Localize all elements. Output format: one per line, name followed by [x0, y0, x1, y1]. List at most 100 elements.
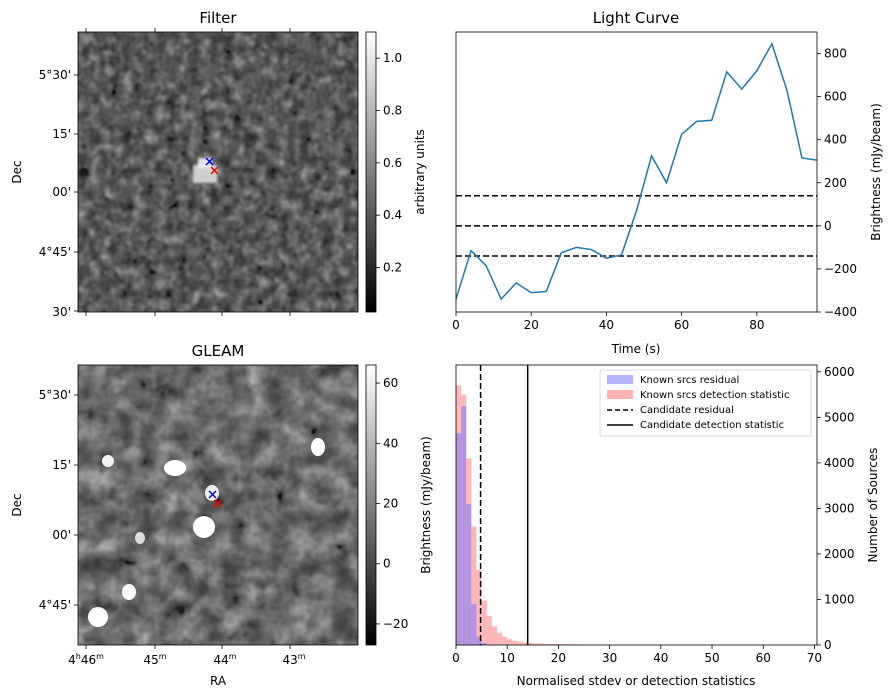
gleam-source [311, 438, 325, 456]
histogram-frame [455, 364, 818, 646]
histogram-bar-residual [456, 433, 462, 645]
legend-swatch-detection [607, 390, 633, 399]
histogram-xlabel: Normalised stdev or detection statistics [517, 674, 756, 688]
gleam-source [102, 455, 114, 467]
gleam-title: GLEAM [192, 342, 245, 360]
filter-image [78, 32, 358, 312]
gleam-xtick-label: 4h46m [68, 652, 104, 667]
filter-colorbar-label: arbitrary units [413, 129, 427, 215]
histogram-ytick-label: 2000 [824, 547, 855, 561]
histogram-bar-residual [461, 405, 467, 645]
lightcurve-title: Light Curve [593, 9, 679, 27]
filter-panel: Filter 5°30 [10, 9, 427, 319]
histogram-ytick-label: 0 [824, 638, 832, 652]
lightcurve-series [455, 41, 818, 301]
histogram-candidate-lines [479, 365, 529, 645]
gleam-source [88, 607, 108, 627]
histogram-bar-residual [476, 636, 482, 645]
gleam-ytick-label: 4°45' [39, 598, 71, 612]
histogram-bar-residual [471, 604, 477, 645]
filter-blue-marker [205, 157, 214, 166]
histogram-bar-detection [558, 644, 564, 645]
filter-ytick-label: 4°45' [39, 245, 71, 259]
histogram-bar-detection [476, 569, 482, 645]
gleam-xlabel: RA [210, 674, 227, 688]
gleam-colorbar-label: Brightness (mJy/beam) [419, 436, 433, 574]
lightcurve-xtick-label: 40 [599, 318, 614, 332]
legend-box [599, 369, 812, 437]
lightcurve-xtick-label: 0 [452, 318, 460, 332]
gleam-xtick-label: 45m [143, 652, 166, 667]
lightcurve-ytick-label: 400 [824, 133, 847, 147]
histogram-bar-detection [543, 643, 549, 645]
histogram-bar-detection [522, 642, 528, 645]
histogram-bar-detection [548, 643, 554, 645]
lightcurve-xlabel: Time (s) [611, 342, 661, 356]
gleam-colorbar-tick-label: 20 [383, 496, 398, 510]
filter-colorbar-tick-label: 0.4 [383, 208, 402, 222]
gleam-xtick-label: 44m [213, 652, 236, 667]
gleam-source [164, 460, 186, 476]
lightcurve-ytick-label: 200 [824, 176, 847, 190]
histogram-xticks: 0 10 20 30 40 50 60 70 [452, 645, 822, 665]
gleam-colorbar-tick-label: 40 [383, 436, 398, 450]
lightcurve-yticks: −400 −200 0 200 400 600 800 [817, 47, 857, 319]
gleam-frame [77, 364, 359, 646]
histogram-xtick-label: 60 [756, 651, 771, 665]
filter-colorbar-tick-label: 0.8 [383, 104, 402, 118]
lightcurve-ytick-label: 600 [824, 90, 847, 104]
gleam-colorbar [365, 364, 377, 646]
filter-ylabel: Dec [10, 160, 24, 183]
histogram-panel: 0 10 20 30 40 50 60 70 0 1000 2000 3000 4000 5000 600… [452, 364, 880, 688]
gleam-source [122, 584, 136, 600]
filter-frame [77, 31, 359, 313]
gleam-ticks [74, 394, 291, 649]
histogram-xtick-label: 50 [704, 651, 719, 665]
gleam-red-marker [213, 499, 222, 508]
histogram-xtick-label: 30 [602, 651, 617, 665]
histogram-xtick-label: 10 [500, 651, 515, 665]
gleam-colorbar-ticks: −20 0 20 40 60 [376, 376, 408, 631]
histogram-bar-residual [466, 503, 472, 645]
histogram-xtick-label: 40 [653, 651, 668, 665]
lightcurve-ytick-label: −400 [824, 305, 857, 319]
histogram-legend: Known srcs residual Known srcs detection… [599, 369, 812, 437]
gleam-colorbar-tick-label: −20 [383, 617, 408, 631]
histogram-bars [456, 385, 815, 645]
gleam-ytick-label: 15' [52, 458, 71, 472]
legend-label: Candidate detection statistic [640, 420, 784, 431]
histogram-bar-detection [481, 600, 487, 645]
lightcurve-ytick-label: −200 [824, 262, 857, 276]
lightcurve-xticks: 0 20 40 60 80 [452, 312, 764, 332]
legend-swatch-residual [607, 375, 633, 384]
filter-title: Filter [199, 9, 237, 27]
filter-yticks [74, 28, 291, 316]
filter-ytick-label: 5°30' [39, 68, 71, 82]
lightcurve-threshold-lines [456, 194, 817, 257]
gleam-ytick-label: 00' [52, 528, 71, 542]
legend-label: Known srcs detection statistic [640, 390, 789, 401]
filter-ytick-label: 15' [52, 127, 71, 141]
histogram-bar-residual [481, 642, 487, 645]
histogram-bar-detection [517, 641, 523, 645]
gleam-source [193, 516, 215, 538]
gleam-xtick-label: 43m [282, 652, 305, 667]
lightcurve-frame [455, 31, 818, 313]
histogram-bar-detection [496, 632, 503, 645]
histogram-ytick-label: 4000 [824, 456, 855, 470]
lightcurve-xtick-label: 80 [749, 318, 764, 332]
filter-ytick-label: 00' [52, 185, 71, 199]
lightcurve-xtick-label: 60 [674, 318, 689, 332]
histogram-xtick-label: 70 [807, 651, 822, 665]
lightcurve-ytick-label: 0 [824, 219, 832, 233]
gleam-colorbar-tick-label: 60 [383, 376, 398, 390]
lightcurve-panel: Light Curve 0 20 40 60 80 −400 −200 0 200 400 600… [452, 9, 883, 356]
histogram-bar-detection [502, 636, 508, 645]
filter-colorbar-tick-label: 0.2 [383, 261, 402, 275]
histogram-bar-detection [537, 643, 544, 645]
histogram-ytick-label: 5000 [824, 410, 855, 424]
gleam-source [135, 532, 145, 544]
gleam-panel: GLEAM [10, 342, 433, 688]
histogram-yticks: 0 1000 2000 3000 4000 5000 6000 [817, 365, 855, 652]
